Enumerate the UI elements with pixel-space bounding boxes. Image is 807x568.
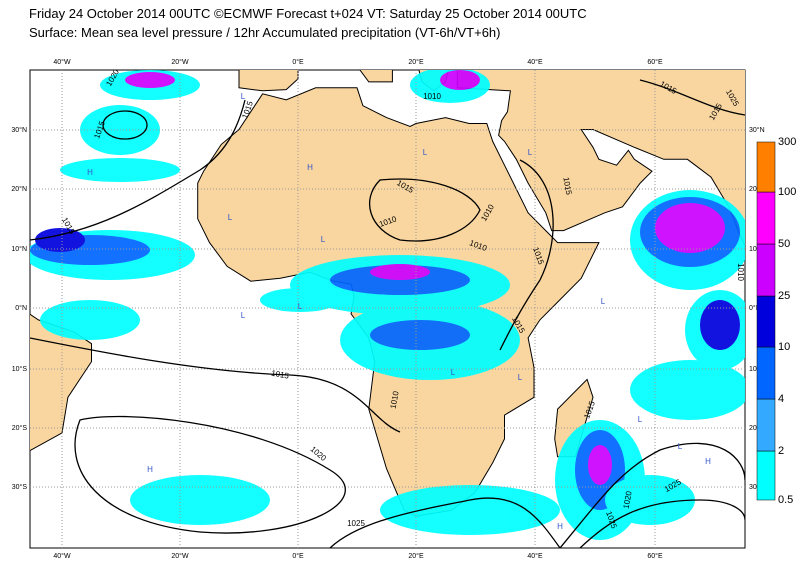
precipitation: [60, 158, 180, 182]
lat-label: 20°N: [11, 185, 27, 193]
isobar-label: 1010: [389, 390, 401, 410]
isobar-label: 1020: [622, 490, 634, 510]
lon-label: 60°E: [647, 58, 663, 66]
legend-label: 50: [778, 238, 790, 250]
pressure-center: L: [451, 368, 456, 377]
precipitation: [605, 475, 695, 525]
isobar-label: 1015: [271, 369, 291, 381]
pressure-center: H: [147, 465, 153, 474]
lat-label: 0°N: [749, 304, 761, 312]
pressure-center: L: [228, 213, 233, 222]
pressure-center: L: [241, 92, 246, 101]
lat-label: 0°N: [15, 304, 27, 312]
pressure-center: L: [241, 311, 246, 320]
isobar: [329, 497, 561, 548]
land: [359, 70, 393, 83]
isobar: [499, 159, 554, 351]
precipitation: [588, 445, 612, 485]
land: [238, 70, 299, 92]
precipitation: [630, 360, 745, 420]
isobar: [639, 79, 745, 116]
legend-label: 10: [778, 341, 790, 353]
isobar-label: 1015: [561, 176, 573, 196]
lat-label: 20°S: [12, 424, 28, 432]
lat-label: 10°S: [12, 365, 28, 373]
lon-label: 40°E: [527, 58, 543, 66]
isobar-label: 1010: [736, 263, 745, 281]
lon-label: 20°E: [408, 58, 424, 66]
pressure-center: H: [307, 163, 313, 172]
precipitation: [440, 70, 480, 90]
isobar: [30, 99, 246, 241]
legend-label: 300: [778, 136, 796, 148]
land: [456, 70, 745, 247]
isobar: [102, 110, 148, 140]
precipitation: [655, 203, 725, 253]
isobar-label: 1010: [423, 92, 441, 101]
precipitation: [260, 288, 340, 312]
pressure-center: H: [705, 457, 711, 466]
subtitle: Surface: Mean sea level pressure / 12hr …: [29, 25, 501, 40]
precipitation: [125, 72, 175, 88]
lon-label: 20°W: [171, 58, 189, 66]
isobar: [74, 415, 346, 534]
legend-swatch: [756, 295, 776, 348]
lon-label: 20°E: [408, 552, 424, 560]
pressure-center: L: [601, 297, 606, 306]
pressure-center: L: [321, 235, 326, 244]
pressure-center: L: [518, 373, 523, 382]
precipitation: [370, 320, 470, 350]
lat-label: 30°N: [11, 126, 27, 134]
pressure-center: H: [87, 168, 93, 177]
precipitation: [130, 475, 270, 525]
lat-label: 10°N: [11, 245, 27, 253]
pressure-center: L: [528, 148, 533, 157]
pressure-center: L: [678, 442, 683, 451]
isobar: [369, 178, 481, 242]
legend-label: 0.5: [778, 494, 793, 506]
legend-swatch: [756, 243, 776, 297]
pressure-center: L: [423, 148, 428, 157]
pressure-center: H: [557, 522, 563, 531]
lat-label: 30°S: [12, 483, 28, 491]
lon-label: 40°W: [53, 58, 71, 66]
legend-label: 25: [778, 290, 790, 302]
isobar: [30, 337, 401, 433]
title: Friday 24 October 2014 00UTC ©ECMWF Fore…: [29, 6, 587, 21]
legend-swatch: [756, 141, 776, 193]
lon-label: 0°E: [292, 552, 304, 560]
lon-label: 0°E: [292, 58, 304, 66]
lon-label: 40°W: [53, 552, 71, 560]
legend-label: 4: [778, 393, 784, 405]
lon-label: 60°E: [647, 552, 663, 560]
pressure-center: L: [298, 302, 303, 311]
isobar: [579, 499, 745, 548]
isobar: [559, 442, 745, 548]
precipitation: [380, 485, 560, 535]
precipitation: [370, 264, 430, 280]
lon-label: 40°E: [527, 552, 543, 560]
legend-swatch: [756, 398, 776, 452]
legend-label: 100: [778, 186, 796, 198]
pressure-center: L: [638, 415, 643, 424]
isobar-label: 1025: [347, 519, 365, 528]
precipitation: [35, 228, 85, 252]
precipitation: [40, 300, 140, 340]
precipitation: [700, 300, 740, 350]
legend-swatch: [756, 191, 776, 245]
legend-label: 2: [778, 445, 784, 457]
legend-swatch: [756, 450, 776, 501]
lat-label: 30°N: [749, 126, 765, 134]
lon-label: 20°W: [171, 552, 189, 560]
legend-swatch: [756, 346, 776, 400]
